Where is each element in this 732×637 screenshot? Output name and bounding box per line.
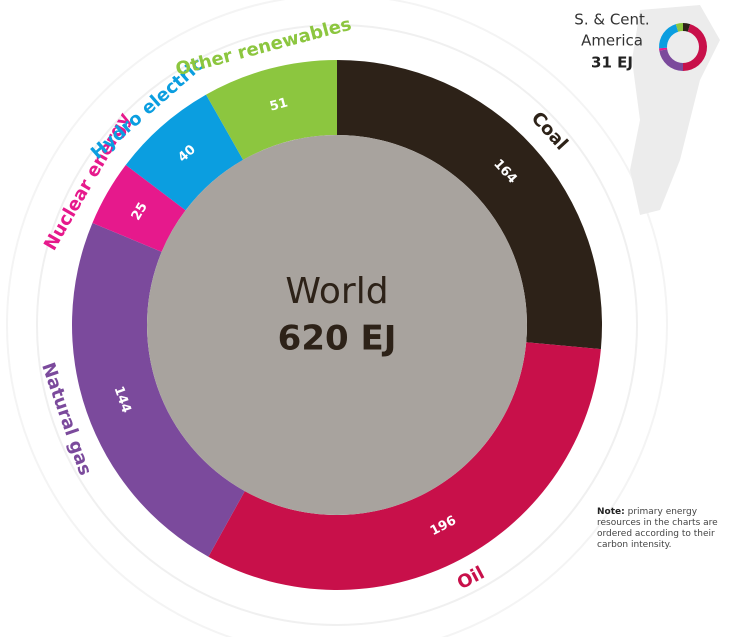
segment: [92, 164, 186, 252]
deco-ring: [6, 0, 668, 637]
segment: [675, 23, 683, 32]
note: Note: primary energy resources in the ch…: [597, 507, 727, 551]
inset-title: America: [581, 32, 643, 50]
inset-title: S. & Cent.: [574, 11, 649, 29]
segment: [208, 342, 601, 590]
segment: [337, 60, 602, 350]
map-inset: [630, 5, 720, 215]
segment: [683, 24, 708, 71]
note-label: Note:: [597, 507, 625, 517]
segment: [659, 47, 668, 51]
segment: [125, 94, 244, 211]
category-label: Oil: [454, 563, 488, 594]
center-title: World: [285, 271, 388, 312]
inset-total: 31 EJ: [591, 54, 633, 72]
segment: [659, 49, 683, 71]
note-text: primary energy resources in the charts a…: [597, 507, 718, 550]
segment: [206, 59, 337, 160]
inset-donut: [659, 23, 708, 71]
segment: [659, 24, 679, 49]
segment: [683, 23, 691, 32]
inner-disc: [147, 135, 527, 515]
center-value: 620 EJ: [278, 319, 397, 359]
segment: [72, 222, 245, 557]
value-label: 51: [268, 95, 289, 114]
deco-ring: [36, 24, 638, 626]
